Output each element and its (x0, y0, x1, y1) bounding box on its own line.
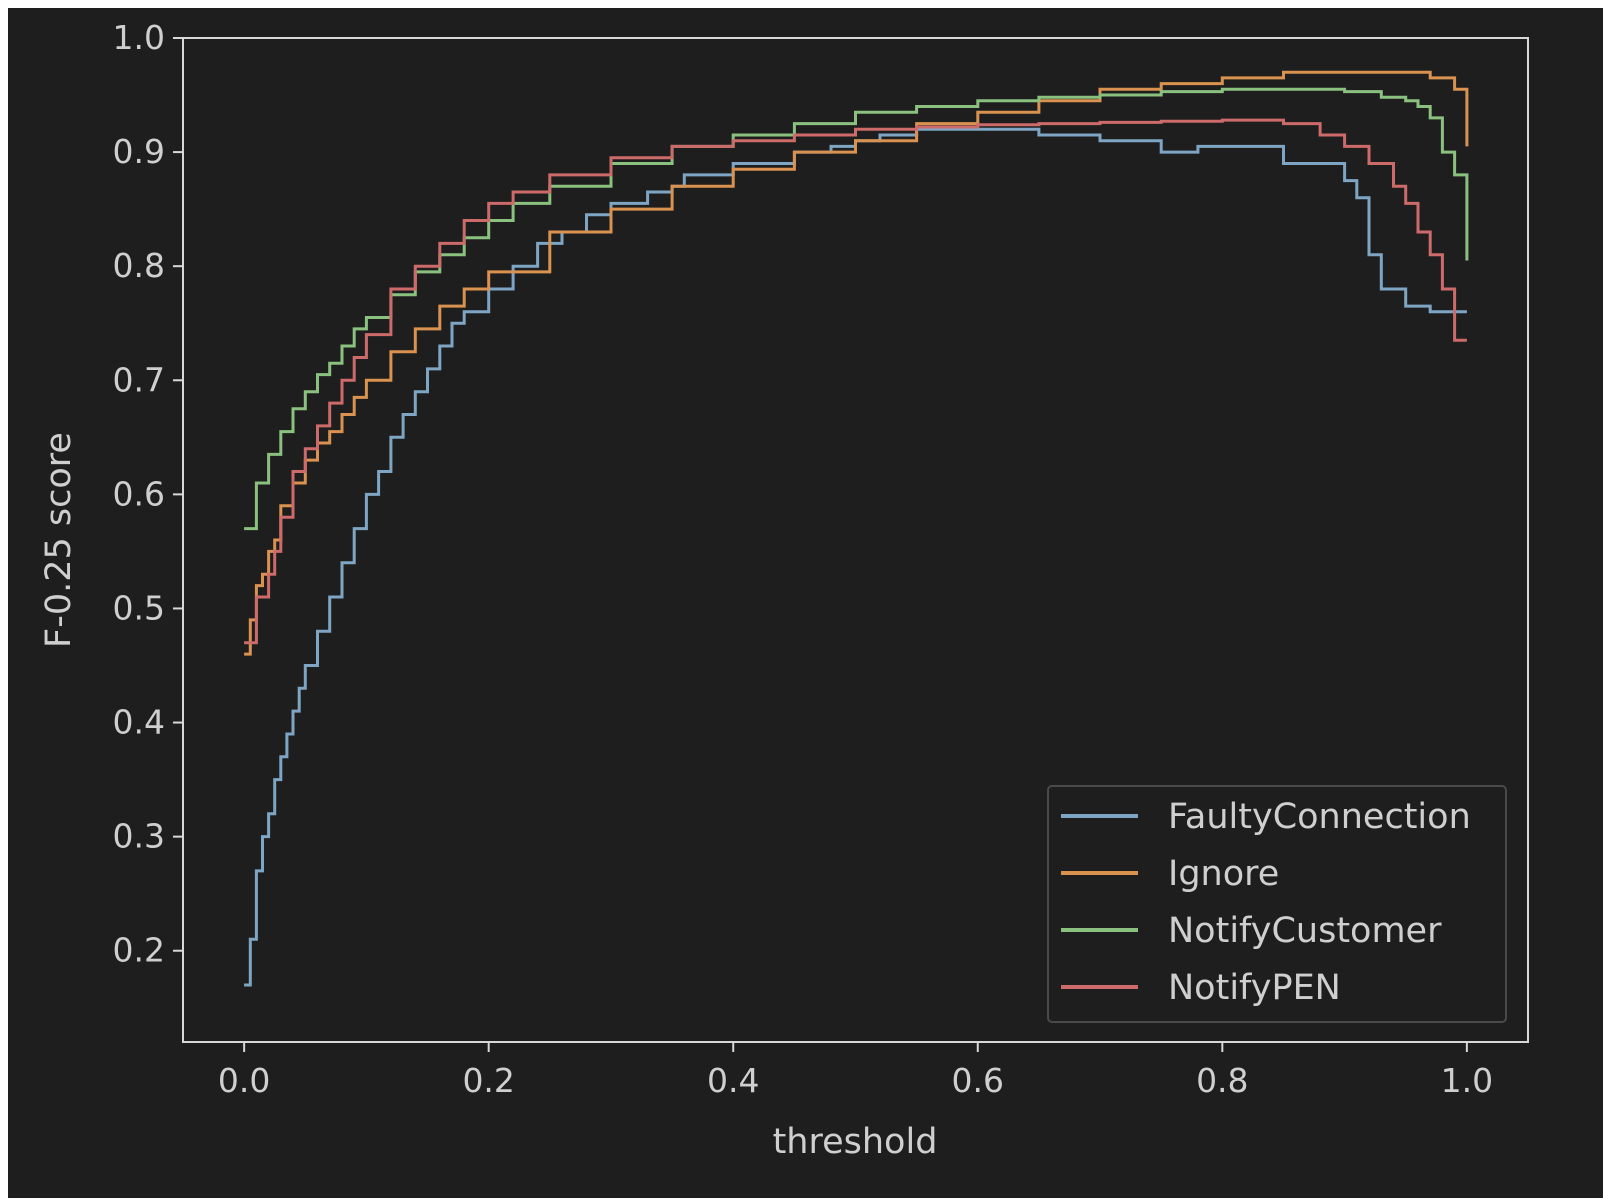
y-tick-label: 0.6 (113, 474, 165, 513)
legend: FaultyConnection Ignore NotifyCustomer N… (1047, 785, 1507, 1023)
plot-area (182, 37, 1529, 1043)
x-tick-label: 0.8 (1196, 1061, 1248, 1100)
y-axis-ticks: 0.2 0.3 0.4 0.5 0.6 0.7 0.8 0.9 1.0 (113, 18, 183, 970)
x-tick-label: 0.6 (952, 1061, 1004, 1100)
series-line-notifypen (244, 118, 1467, 645)
y-tick-label: 0.3 (113, 817, 165, 856)
legend-label-notifypen: NotifyPEN (1168, 968, 1341, 1008)
y-tick-label: 1.0 (113, 18, 165, 57)
y-tick-label: 0.4 (113, 703, 165, 742)
series-lines (244, 70, 1469, 987)
x-tick-label: 0.2 (462, 1061, 514, 1100)
legend-label-ignore: Ignore (1168, 854, 1279, 894)
y-tick-label: 0.5 (113, 588, 165, 627)
legend-box (1047, 785, 1507, 1023)
y-tick-label: 0.7 (113, 360, 165, 399)
line-chart: 0.0 0.2 0.4 0.6 0.8 1.0 0.2 0.3 0.4 0.5 0.6 0.7 0.8… (39, 18, 1529, 1162)
x-axis-label: threshold (773, 1122, 938, 1162)
legend-label-faultyconnection: FaultyConnection (1168, 797, 1471, 837)
chart-figure: 0.0 0.2 0.4 0.6 0.8 1.0 0.2 0.3 0.4 0.5 0.6 0.7 0.8… (8, 8, 1603, 1198)
x-axis-ticks: 0.0 0.2 0.4 0.6 0.8 1.0 (218, 1042, 1493, 1100)
series-line-notifycustomer (244, 87, 1469, 531)
y-tick-label: 0.8 (113, 246, 165, 285)
x-tick-label: 0.4 (707, 1061, 759, 1100)
y-tick-label: 0.2 (113, 931, 165, 970)
legend-label-notifycustomer: NotifyCustomer (1168, 911, 1442, 951)
series-line-faultyconnection (244, 127, 1467, 987)
x-tick-label: 0.0 (218, 1061, 270, 1100)
x-tick-label: 1.0 (1441, 1061, 1493, 1100)
y-tick-label: 0.9 (113, 132, 165, 171)
y-axis-label: F-0.25 score (39, 432, 79, 648)
